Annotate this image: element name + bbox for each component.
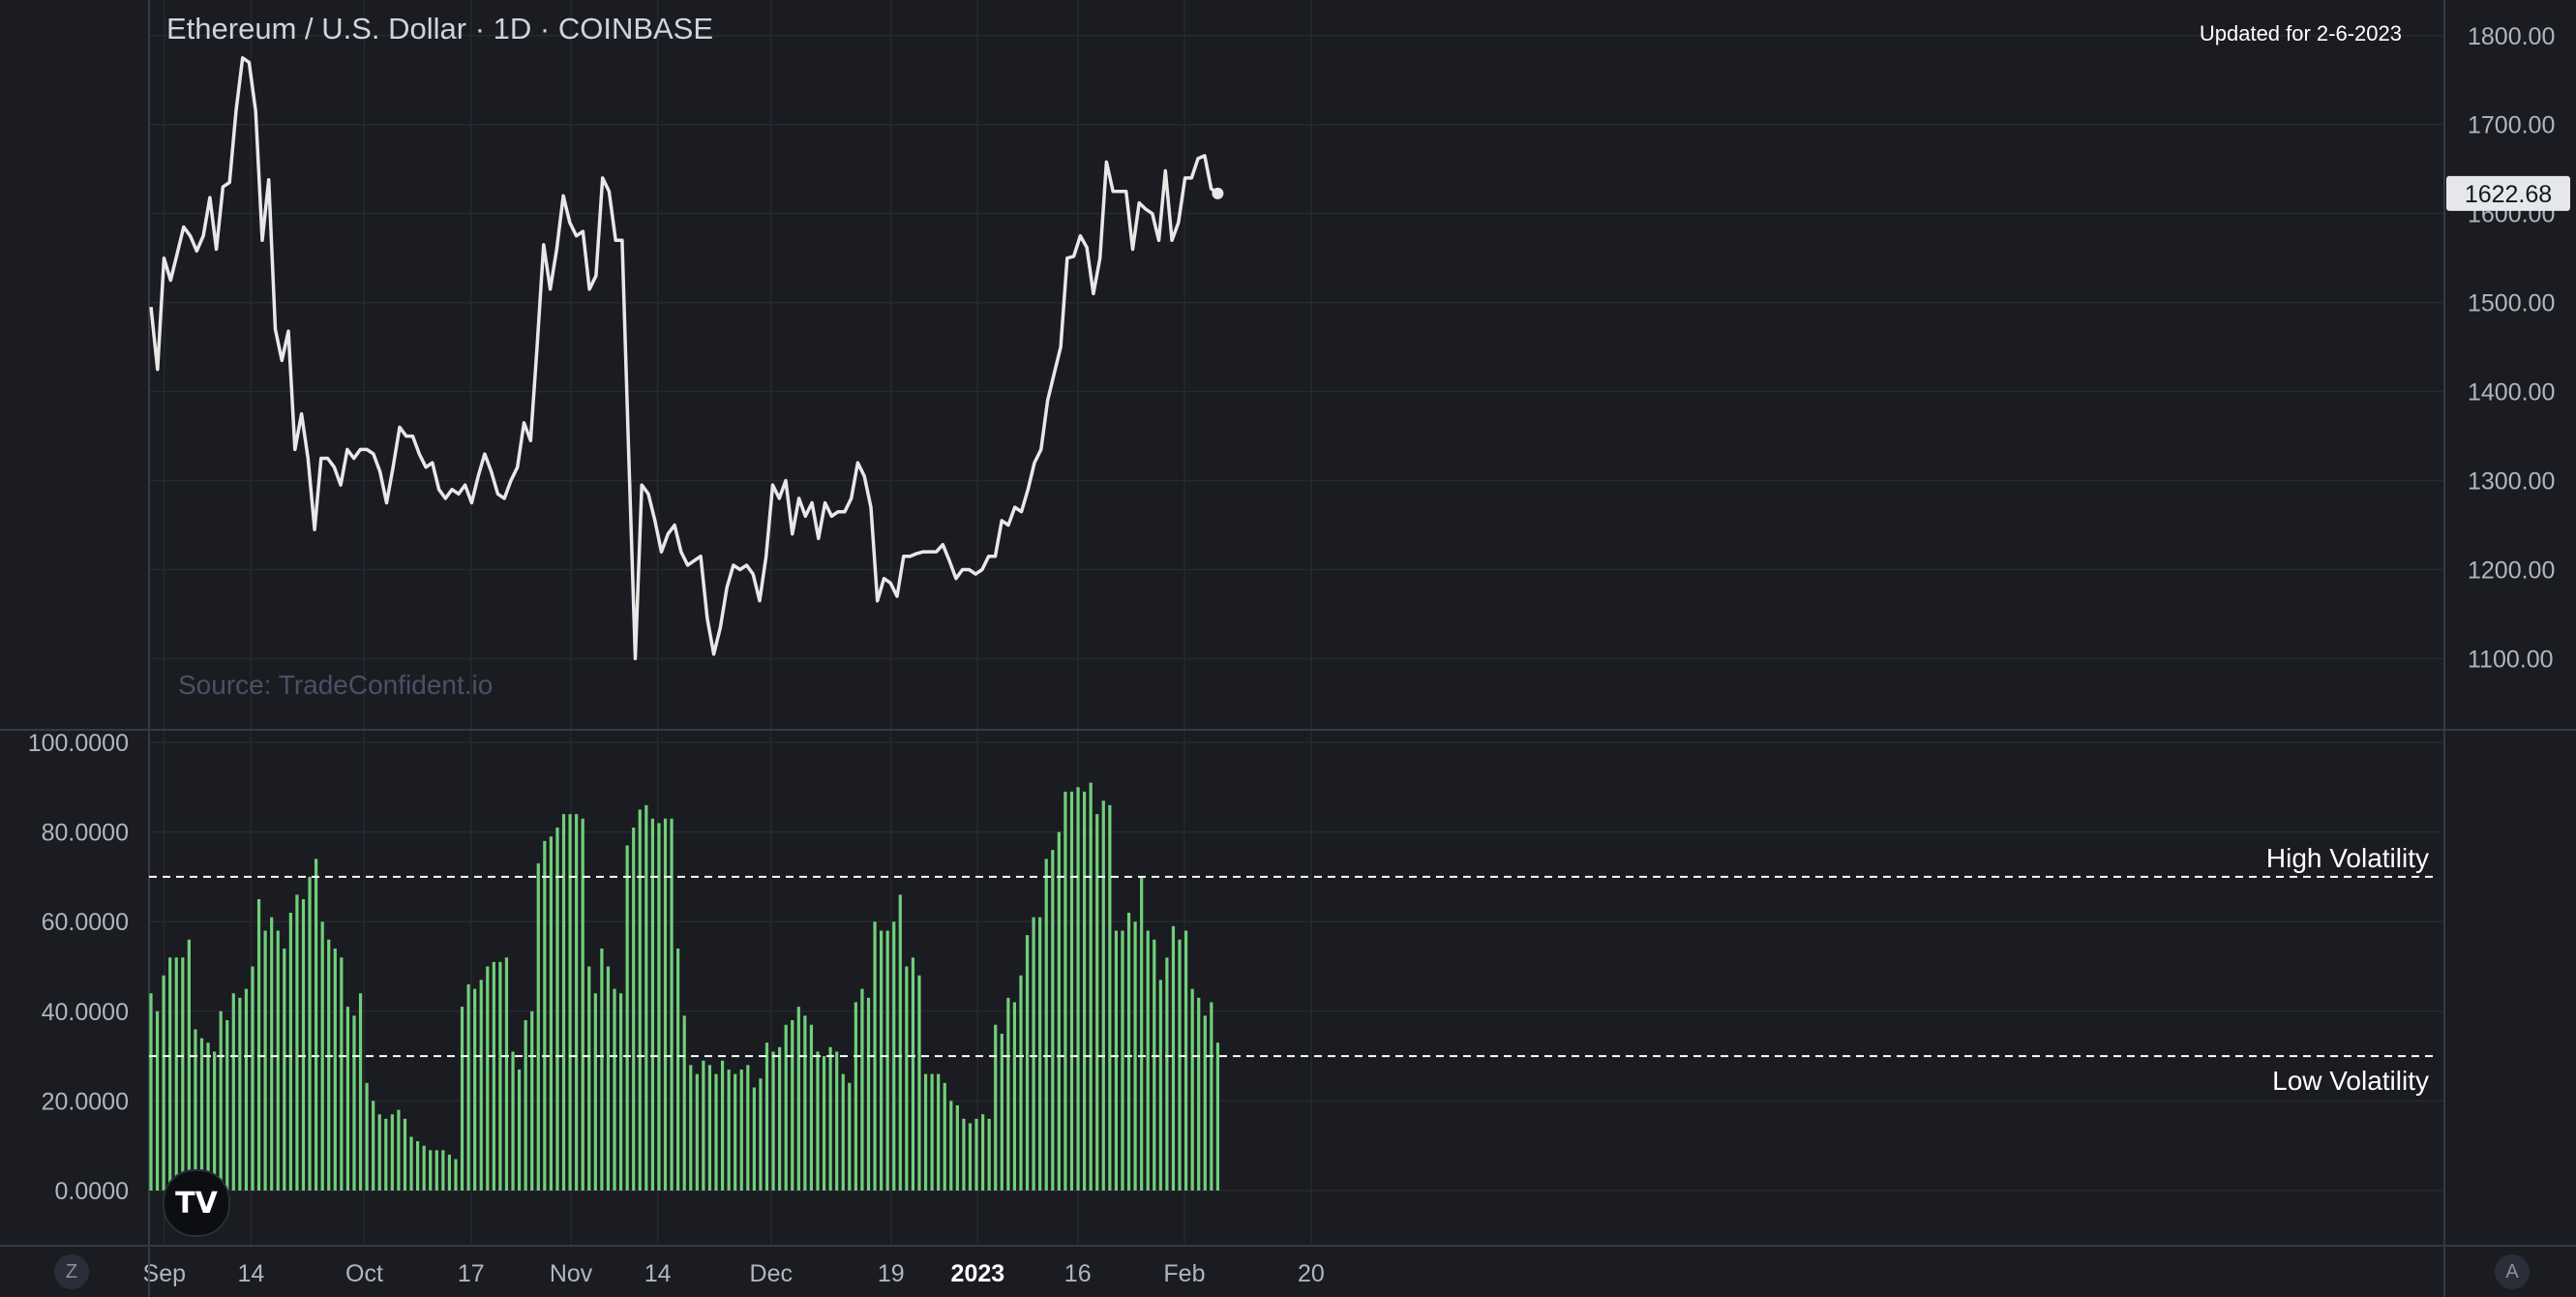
last-price-badge-bg xyxy=(2446,175,2570,211)
updated-label: Updated for 2-6-2023 xyxy=(2199,21,2402,45)
time-axis-label: 14 xyxy=(237,1260,264,1287)
volatility-tick-label: 60.0000 xyxy=(42,909,129,936)
price-tick-label: 1800.00 xyxy=(2468,23,2555,50)
time-axis-label: 14 xyxy=(644,1260,672,1287)
price-tick-label: 1300.00 xyxy=(2468,468,2555,496)
price-tick-label: 1200.00 xyxy=(2468,557,2555,584)
price-tick-label: 1400.00 xyxy=(2468,379,2555,407)
time-axis-label: 20 xyxy=(1298,1260,1325,1287)
time-axis-label: Nov xyxy=(550,1260,593,1287)
time-axis-label: Oct xyxy=(345,1260,383,1287)
time-axis-label: Feb xyxy=(1163,1260,1205,1287)
threshold-label: High Volatility xyxy=(2266,843,2429,873)
volatility-tick-label: 40.0000 xyxy=(42,999,129,1026)
time-axis-label: 16 xyxy=(1064,1260,1092,1287)
chart-title: Ethereum / U.S. Dollar · 1D · COINBASE xyxy=(166,12,714,45)
time-axis-label: 19 xyxy=(878,1260,905,1287)
auto-scale-left-button[interactable]: Z xyxy=(54,1254,89,1289)
volatility-tick-label: 100.0000 xyxy=(28,730,129,757)
threshold-label: Low Volatility xyxy=(2272,1066,2429,1096)
price-tick-label: 1500.00 xyxy=(2468,290,2555,317)
price-line xyxy=(149,56,1219,661)
volatility-tick-label: 80.0000 xyxy=(42,820,129,847)
volatility-tick-label: 0.0000 xyxy=(55,1178,129,1205)
price-tick-label: 1700.00 xyxy=(2468,112,2555,139)
time-axis-label: 17 xyxy=(458,1260,485,1287)
time-axis-label: 2023 xyxy=(951,1260,1005,1287)
last-price-dot xyxy=(1212,187,1224,199)
price-tick-label: 1100.00 xyxy=(2468,646,2554,673)
last-price-label: 1622.68 xyxy=(2465,181,2552,208)
volatility-tick-label: 20.0000 xyxy=(42,1088,129,1115)
auto-scale-right-button[interactable]: A xyxy=(2495,1254,2530,1289)
last-price-badge: 1622.68 xyxy=(2446,175,2570,211)
time-axis-label: Dec xyxy=(750,1260,793,1287)
source-watermark: Source: TradeConfident.io xyxy=(178,670,494,700)
tradingview-logo-icon: TV xyxy=(163,1169,230,1237)
